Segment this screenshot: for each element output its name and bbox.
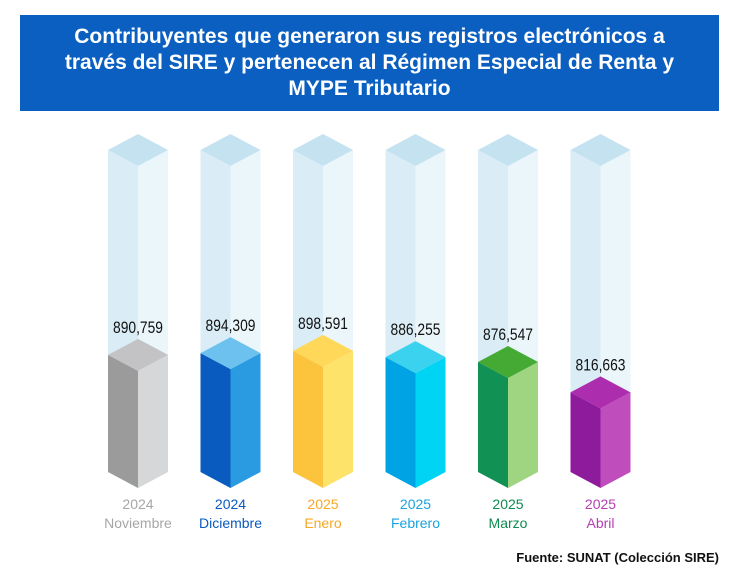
category-month-label: Diciembre — [199, 515, 262, 531]
bar-top — [570, 376, 631, 409]
bar-front — [200, 353, 231, 488]
bar-value-label: 816,663 — [576, 355, 626, 374]
bar-top — [478, 346, 538, 379]
bar-value-label: 886,255 — [391, 320, 441, 339]
bar-side — [600, 392, 631, 488]
category-month-label: Abril — [586, 515, 614, 531]
bar-top — [108, 338, 168, 371]
chart-title: Contribuyentes que generaron sus registr… — [64, 25, 675, 100]
bar-front — [385, 357, 416, 488]
bar-value-label: 894,309 — [206, 316, 256, 335]
category-year-label: 2025 — [585, 496, 616, 512]
category-month-label: Febrero — [391, 515, 440, 531]
category-year-label: 2025 — [492, 496, 523, 512]
bar-side — [138, 354, 168, 488]
bar-side — [415, 357, 446, 488]
ghost-column-top — [200, 134, 261, 166]
bar-front — [478, 362, 508, 488]
bar-front — [108, 354, 138, 488]
ghost-column-top — [570, 134, 631, 166]
bar-side — [508, 362, 538, 488]
category-year-label: 2024 — [122, 496, 153, 512]
category-year-label: 2025 — [307, 496, 338, 512]
bar-value-label: 890,759 — [113, 318, 163, 337]
bar-side — [323, 350, 353, 488]
category-year-label: 2024 — [215, 496, 246, 512]
source-note: Fuente: SUNAT (Colección SIRE) — [516, 550, 719, 565]
bar-front — [570, 392, 601, 488]
ghost-column-top — [293, 134, 353, 166]
category-month-label: Noviembre — [104, 515, 172, 531]
category-year-label: 2025 — [400, 496, 431, 512]
bar-top — [385, 341, 446, 374]
bar-top — [293, 334, 353, 367]
ghost-column-top — [108, 134, 168, 166]
category-month-label: Marzo — [489, 515, 528, 531]
chart-title-banner: Contribuyentes que generaron sus registr… — [20, 15, 719, 111]
bar-value-label: 876,547 — [483, 325, 533, 344]
ghost-column-top — [385, 134, 446, 166]
bar-top — [200, 337, 261, 370]
category-month-label: Enero — [304, 515, 342, 531]
bar-front — [293, 350, 323, 488]
bar-side — [230, 353, 261, 488]
ghost-column-top — [478, 134, 538, 166]
bar-value-label: 898,591 — [298, 314, 348, 333]
